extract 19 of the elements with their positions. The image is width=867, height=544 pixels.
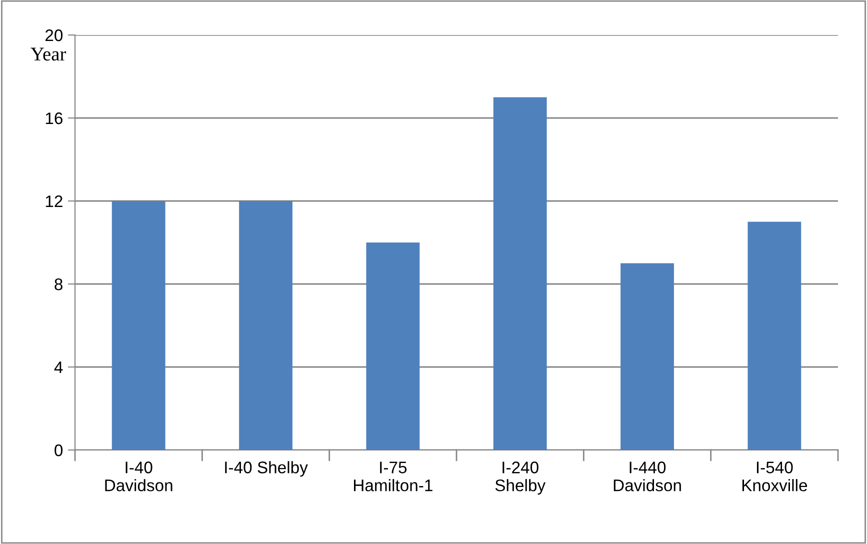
y-tick-label: 8 bbox=[54, 278, 62, 290]
y-tick-label: 16 bbox=[46, 112, 62, 124]
y-tick-label: 4 bbox=[54, 362, 63, 374]
y-tick-label: 0 bbox=[54, 444, 63, 456]
bar bbox=[112, 201, 166, 450]
x-tick-label: I-440 Davidson bbox=[614, 462, 681, 492]
bar bbox=[366, 242, 420, 450]
x-tick-label: I-540 Knoxville bbox=[742, 462, 808, 492]
x-tick-label: I-75 Hamilton-1 bbox=[354, 462, 432, 492]
y-axis-title: Year bbox=[30, 48, 66, 61]
y-tick-label: 20 bbox=[45, 29, 63, 42]
x-tick-label: I-40 Shelby bbox=[225, 461, 308, 477]
bar bbox=[493, 97, 547, 450]
y-tick-label: 12 bbox=[46, 195, 62, 208]
bar bbox=[620, 263, 674, 450]
bar bbox=[748, 222, 802, 450]
x-tick-label: I-40 Davidson bbox=[105, 462, 172, 492]
bar bbox=[239, 201, 292, 450]
x-tick-label: I-240 Shelby bbox=[495, 462, 546, 495]
